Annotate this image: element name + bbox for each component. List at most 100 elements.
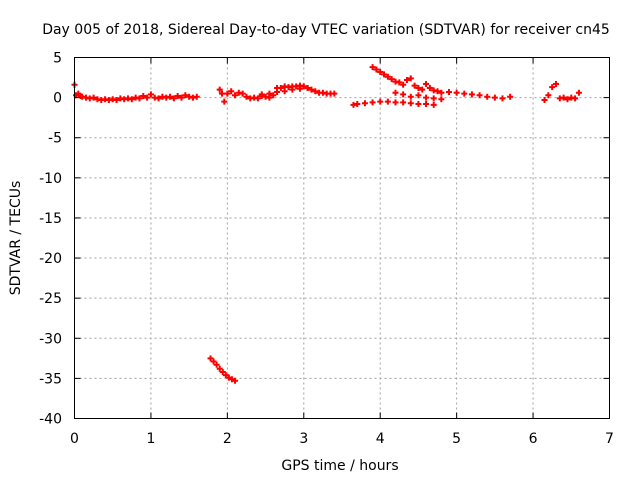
- data-point: [541, 97, 548, 104]
- y-tick-labels: 5 0 -5 -10 -15 -20 -25 -30 -35 -40: [39, 51, 62, 428]
- data-point: [564, 96, 571, 103]
- x-tick-label: 4: [376, 431, 385, 447]
- x-tick-label: 6: [529, 431, 538, 447]
- data-point: [270, 92, 277, 99]
- data-point: [219, 90, 226, 97]
- data-point: [560, 94, 567, 101]
- data-point: [400, 81, 407, 88]
- data-point: [415, 84, 422, 91]
- data-point: [407, 75, 414, 82]
- y-tick-label: -10: [39, 171, 62, 187]
- data-point: [446, 88, 452, 95]
- data-point: [239, 90, 246, 97]
- data-point: [575, 89, 582, 96]
- data-point: [170, 95, 177, 102]
- data-point: [225, 374, 232, 381]
- data-point: [296, 85, 303, 92]
- grid-lines: [74, 57, 610, 419]
- data-point: [304, 84, 311, 91]
- data-point: [453, 89, 460, 96]
- x-tick-label: 3: [299, 431, 308, 447]
- data-point: [136, 95, 143, 102]
- data-point: [221, 98, 228, 105]
- data-point: [430, 95, 437, 102]
- data-series: [207, 355, 238, 384]
- y-tick-label: -30: [39, 331, 62, 347]
- data-point: [289, 86, 296, 93]
- data-point: [361, 100, 368, 107]
- data-point: [549, 84, 556, 91]
- y-tick-label: -40: [39, 412, 62, 428]
- data-point: [274, 88, 281, 95]
- data-point: [423, 101, 430, 108]
- data-point: [415, 92, 422, 99]
- data-point: [373, 66, 380, 73]
- data-point: [174, 93, 181, 100]
- chart-title: Day 005 of 2018, Sidereal Day-to-day VTE…: [42, 22, 610, 38]
- data-point: [277, 84, 284, 91]
- data-point: [396, 79, 403, 86]
- data-point: [468, 91, 475, 98]
- data-point: [388, 76, 395, 83]
- x-tick-label: 5: [452, 431, 461, 447]
- data-point: [216, 86, 223, 93]
- data-point: [128, 96, 135, 103]
- data-point: [312, 88, 319, 95]
- data-point: [155, 95, 162, 102]
- data-series: [369, 64, 514, 102]
- data-point: [193, 93, 200, 100]
- data-point: [400, 91, 407, 98]
- data-point: [476, 92, 483, 99]
- y-axis-label: SDTVAR / TECUs: [8, 181, 24, 296]
- data-point: [407, 100, 414, 107]
- data-point: [400, 99, 407, 106]
- data-point: [415, 101, 422, 108]
- data-point: [210, 358, 217, 365]
- data-point: [258, 91, 265, 98]
- data-point: [438, 96, 445, 103]
- data-point: [545, 92, 552, 99]
- data-point: [377, 98, 384, 105]
- data-point: [254, 95, 261, 102]
- data-point: [384, 98, 391, 105]
- data-point: [207, 355, 214, 362]
- data-point: [377, 68, 384, 75]
- y-tick-label: 0: [53, 91, 62, 107]
- data-point: [144, 94, 151, 101]
- data-point: [232, 92, 238, 99]
- y-tick-label: -25: [39, 291, 62, 307]
- data-series: [258, 84, 311, 98]
- data-point: [281, 88, 288, 95]
- x-tick-label: 7: [605, 431, 614, 447]
- data-point: [224, 90, 231, 97]
- axis-ticks: [74, 57, 610, 419]
- data-point: [243, 93, 250, 100]
- data-point: [423, 94, 430, 101]
- x-tick-label: 0: [70, 431, 79, 447]
- data-point: [331, 90, 338, 97]
- data-point: [228, 88, 235, 95]
- data-point: [384, 73, 391, 80]
- data-point: [182, 92, 189, 99]
- data-point: [266, 90, 273, 97]
- data-point: [213, 361, 220, 368]
- data-point: [219, 368, 226, 375]
- data-point: [147, 91, 154, 98]
- data-point: [430, 101, 437, 108]
- y-tick-label: -5: [48, 131, 62, 147]
- data-series: [350, 98, 437, 108]
- data-point: [222, 372, 229, 379]
- y-tick-label: -20: [39, 251, 62, 267]
- data-point: [216, 365, 223, 372]
- x-axis-label: GPS time / hours: [281, 458, 398, 474]
- data-point: [354, 101, 361, 108]
- data-point: [484, 93, 491, 100]
- data-point: [403, 76, 410, 83]
- data-point: [369, 64, 376, 71]
- data-series: [541, 80, 582, 104]
- data-point: [426, 84, 433, 91]
- data-point: [178, 94, 185, 101]
- data-point: [369, 99, 376, 106]
